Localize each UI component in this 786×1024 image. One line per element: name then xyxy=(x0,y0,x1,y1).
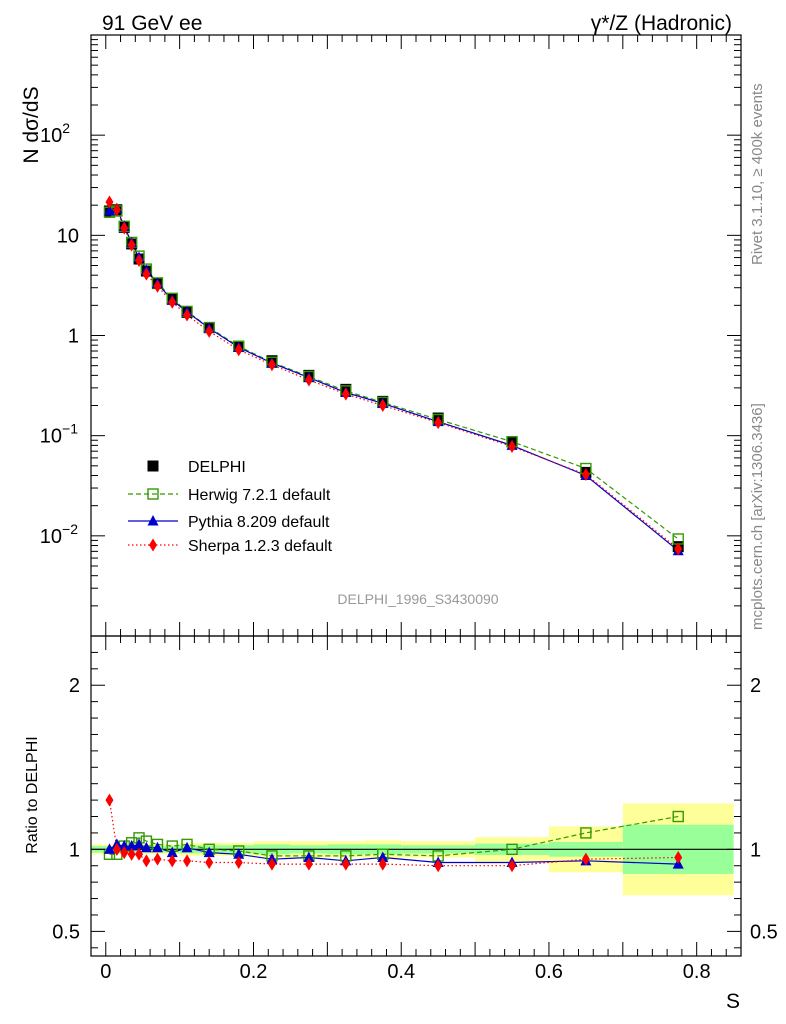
ratio-point-herwig-7-2-1-default xyxy=(672,810,684,823)
main-point-sherpa-1-2-3-default xyxy=(120,221,129,235)
main-point-sherpa-1-2-3-default xyxy=(142,267,151,281)
ratio-ylabel: Ratio to DELPHI xyxy=(24,736,41,853)
ratio-point-pythia-8-209-default xyxy=(377,851,389,863)
legend-item-herwig-7-2-1-default: Herwig 7.2.1 default xyxy=(128,487,331,504)
ratio-point-sherpa-1-2-3-default xyxy=(127,847,136,861)
ratio-ytick-label-right: 1 xyxy=(750,839,761,861)
main-ytick-label: 10−1 xyxy=(40,421,78,448)
mcplots-label: mcplots.cern.ch [arXiv:1306.3436] xyxy=(749,403,766,630)
main-point-sherpa-1-2-3-default xyxy=(304,373,313,387)
legend-item-delphi: DELPHI xyxy=(147,459,246,476)
ratio-point-pythia-8-209-default xyxy=(133,838,145,849)
legend: DELPHI Herwig 7.2.1 default Pythia 8.209 d… xyxy=(128,459,333,555)
ratio-point-sherpa-1-2-3-default xyxy=(434,859,443,873)
legend-item-sherpa-1-2-3-default: Sherpa 1.2.3 default xyxy=(128,538,333,555)
xtick-label: 0.4 xyxy=(387,961,415,983)
ratio-point-sherpa-1-2-3-default xyxy=(341,857,350,871)
legend-marker-delphi xyxy=(147,460,159,472)
main-point-sherpa-1-2-3-default xyxy=(378,399,387,413)
main-point-sherpa-1-2-3-default xyxy=(183,308,192,322)
main-ytick-label: 10 xyxy=(57,225,79,247)
main-point-sherpa-1-2-3-default xyxy=(341,387,350,401)
ratio-point-sherpa-1-2-3-default xyxy=(267,857,276,871)
ratio-point-pythia-8-209-default xyxy=(181,841,193,853)
ratio-point-sherpa-1-2-3-default xyxy=(142,854,151,868)
main-point-sherpa-1-2-3-default xyxy=(434,416,443,430)
main-ytick-label: 1 xyxy=(68,326,79,348)
ratio-plot-frame xyxy=(90,635,742,957)
ratio-point-pythia-8-209-default xyxy=(203,846,215,858)
ratio-ytick-label-left: 1 xyxy=(69,839,80,861)
header-right: γ*/Z (Hadronic) xyxy=(591,12,732,35)
main-point-sherpa-1-2-3-default xyxy=(674,542,683,556)
ratio-point-pythia-8-209-default xyxy=(118,840,130,851)
rivet-label: Rivet 3.1.10, ≥ 400k events xyxy=(749,83,766,265)
ratio-point-pythia-8-209-default xyxy=(233,848,245,859)
ratio-point-herwig-7-2-1-default xyxy=(506,843,518,856)
ratio-point-pythia-8-209-default xyxy=(140,841,152,853)
ratio-point-sherpa-1-2-3-default xyxy=(112,842,121,856)
ratio-point-sherpa-1-2-3-default xyxy=(120,846,129,860)
ratio-point-pythia-8-209-default xyxy=(303,851,315,863)
ratio-point-pythia-8-209-default xyxy=(103,843,115,854)
main-point-sherpa-1-2-3-default xyxy=(508,439,517,453)
main-point-sherpa-1-2-3-default xyxy=(153,279,162,293)
legend-label: Pythia 8.209 default xyxy=(188,514,330,531)
ratio-point-herwig-7-2-1-default xyxy=(580,827,592,839)
main-point-sherpa-1-2-3-default xyxy=(105,195,114,209)
ratio-point-sherpa-1-2-3-default xyxy=(234,855,243,869)
ratio-point-sherpa-1-2-3-default xyxy=(378,857,387,871)
legend-item-pythia-8-209-default: Pythia 8.209 default xyxy=(128,514,330,531)
xtick-label: 0.8 xyxy=(683,961,711,983)
main-point-sherpa-1-2-3-default xyxy=(581,467,590,481)
main-ylabel: N dσ/dS xyxy=(20,86,43,163)
legend-label: Herwig 7.2.1 default xyxy=(188,487,331,504)
ratio-point-sherpa-1-2-3-default xyxy=(168,854,177,868)
legend-marker-herwig-7-2-1-default xyxy=(147,488,159,500)
xtick-label: 0.6 xyxy=(535,961,563,983)
main-point-sherpa-1-2-3-default xyxy=(112,203,121,217)
ratio-point-sherpa-1-2-3-default xyxy=(674,851,683,865)
xtick-label: 0.2 xyxy=(240,961,268,983)
main-ytick-label: 102 xyxy=(40,120,70,147)
legend-label: Sherpa 1.2.3 default xyxy=(188,538,333,555)
main-point-sherpa-1-2-3-default xyxy=(234,343,243,357)
xtick-label: 0 xyxy=(100,961,111,983)
ratio-point-sherpa-1-2-3-default xyxy=(135,847,144,861)
main-ytick-label: 10−2 xyxy=(40,521,78,548)
main-point-sherpa-1-2-3-default xyxy=(267,358,276,372)
ratio-ytick-label-left: 2 xyxy=(69,675,80,697)
ratio-ytick-label-right: 0.5 xyxy=(750,921,778,943)
main-plot-panel: 10−2 10−1 1 10 102 xyxy=(40,34,742,637)
ratio-point-sherpa-1-2-3-default xyxy=(205,855,214,869)
x-axis-label: S xyxy=(726,990,740,1013)
legend-marker-pythia-8-209-default xyxy=(147,515,159,526)
main-point-sherpa-1-2-3-default xyxy=(168,295,177,309)
main-point-sherpa-1-2-3-default xyxy=(135,254,144,268)
ratio-point-sherpa-1-2-3-default xyxy=(105,793,114,807)
legend-label: DELPHI xyxy=(188,459,246,476)
ratio-point-pythia-8-209-default xyxy=(151,841,163,853)
ratio-plot-panel: 0.5 0.5 1 1 2 2 0 0.2 0.4 0.6 0.8 xyxy=(52,635,778,983)
main-point-sherpa-1-2-3-default xyxy=(205,324,214,338)
header-left: 91 GeV ee xyxy=(102,12,202,35)
analysis-id-label: DELPHI_1996_S3430090 xyxy=(337,591,498,607)
ratio-point-sherpa-1-2-3-default xyxy=(581,852,590,866)
ratio-point-sherpa-1-2-3-default xyxy=(153,852,162,866)
ratio-ytick-label-left: 0.5 xyxy=(52,921,80,943)
legend-marker-sherpa-1-2-3-default xyxy=(149,538,157,552)
main-point-sherpa-1-2-3-default xyxy=(127,238,136,252)
ratio-point-pythia-8-209-default xyxy=(166,846,178,858)
ratio-point-sherpa-1-2-3-default xyxy=(508,859,517,873)
ratio-point-sherpa-1-2-3-default xyxy=(304,857,313,871)
ratio-ytick-label-right: 2 xyxy=(750,675,761,697)
ratio-point-sherpa-1-2-3-default xyxy=(183,854,192,868)
